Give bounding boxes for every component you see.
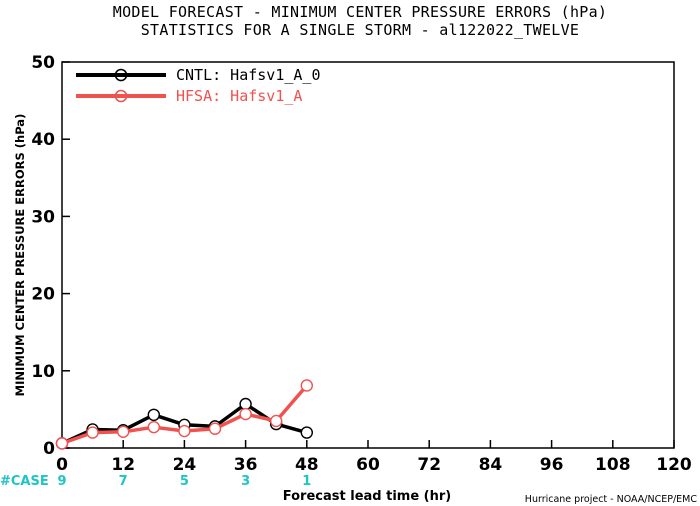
- case-count: 1: [302, 474, 311, 489]
- y-tick-label: 0: [43, 439, 55, 459]
- x-tick-label: 12: [111, 455, 135, 475]
- y-axis: 0 10 20 30 40 50: [31, 53, 70, 459]
- legend-label-cntl: CNTL: Hafsv1_A_0: [176, 66, 321, 84]
- data-point: [55, 437, 69, 450]
- y-tick-label: 20: [31, 285, 55, 305]
- y-axis-label: MINIMUM CENTER PRESSURE ERRORS (hPa): [13, 114, 27, 397]
- data-point: [239, 407, 252, 421]
- case-count: 7: [119, 474, 128, 489]
- case-count: 5: [180, 474, 189, 489]
- x-tick-label: 0: [56, 455, 68, 475]
- x-tick-label: 24: [173, 455, 197, 475]
- legend: CNTL: Hafsv1_A_0 HFSA: Hafsv1_A: [76, 66, 321, 105]
- y-tick-label: 30: [31, 207, 55, 227]
- x-tick-label: 84: [479, 455, 503, 475]
- data-point: [270, 414, 283, 428]
- data-point: [178, 424, 191, 438]
- data-point: [86, 426, 99, 439]
- y-tick-label: 40: [31, 130, 55, 150]
- y-tick-label: 50: [31, 53, 55, 73]
- legend-label-hfsa: HFSA: Hafsv1_A: [176, 87, 302, 105]
- chart-title: MODEL FORECAST - MINIMUM CENTER PRESSURE…: [113, 3, 608, 21]
- x-axis: 0 12 24 36 48 60 72 84 96 108 120: [56, 440, 692, 475]
- case-counts: 9 7 5 3 1: [57, 474, 311, 489]
- x-tick-label: 108: [595, 455, 631, 475]
- data-point: [116, 425, 130, 438]
- x-tick-label: 60: [356, 455, 380, 475]
- legend-marker-cntl: [114, 68, 128, 82]
- y-tick-label: 10: [31, 362, 55, 382]
- data-point: [147, 408, 161, 422]
- x-tick-label: 120: [656, 455, 692, 475]
- data-point: [208, 422, 222, 435]
- x-axis-label: Forecast lead time (hr): [283, 489, 451, 504]
- series-layer: [55, 379, 313, 450]
- data-point: [147, 420, 161, 434]
- case-label: #CASE: [0, 474, 49, 489]
- chart-subtitle: STATISTICS FOR A SINGLE STORM - al122022…: [141, 21, 580, 39]
- x-tick-label: 96: [540, 455, 564, 475]
- data-point: [300, 426, 313, 439]
- series-hfsa: [55, 379, 313, 450]
- x-tick-label: 36: [234, 455, 258, 475]
- x-tick-label: 72: [417, 455, 441, 475]
- case-count: 9: [57, 474, 66, 489]
- credit-label: Hurricane project - NOAA/NCEP/EMC: [525, 494, 698, 505]
- data-point: [300, 379, 313, 392]
- x-tick-label: 48: [295, 455, 319, 475]
- case-count: 3: [241, 474, 250, 489]
- plot-frame: [61, 61, 675, 449]
- legend-marker-hfsa: [114, 89, 128, 103]
